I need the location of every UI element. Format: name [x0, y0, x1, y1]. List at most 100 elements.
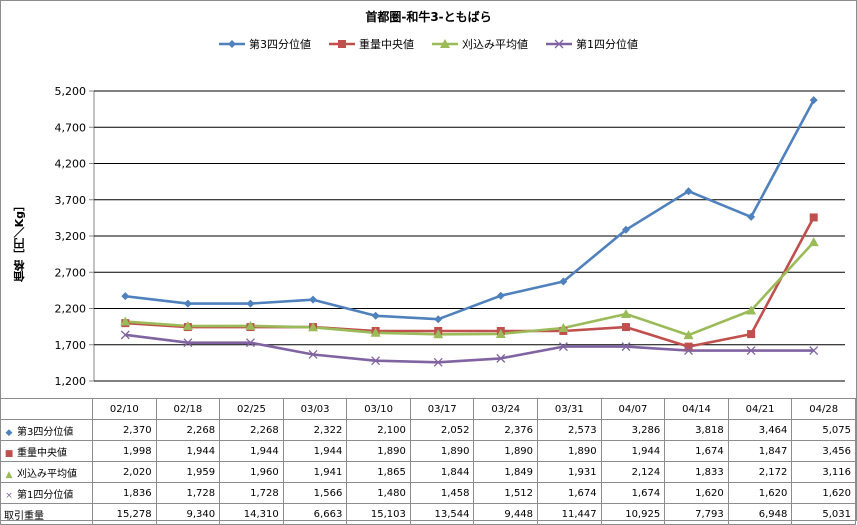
data-cell: 2,268 — [155, 419, 221, 441]
row-label: ■ 重量中央値 — [0, 440, 93, 462]
data-point — [434, 315, 443, 324]
data-cell: 1,849 — [473, 461, 539, 483]
data-cell: 15,278 — [92, 503, 157, 525]
data-cell: 6,948 — [727, 503, 793, 525]
category-label: 02/18 — [155, 398, 221, 420]
y-tick-label: 1,200 — [55, 375, 87, 388]
data-cell: 5,031 — [791, 503, 856, 525]
data-cell: 2,124 — [600, 461, 666, 483]
data-point — [370, 327, 381, 337]
data-cell: 1,944 — [219, 440, 284, 462]
line-chart: 1,200 1,700 2,200 2,700 3,200 3,700 4,200 4,700… — [55, 85, 845, 388]
data-cell: 1,674 — [537, 482, 602, 504]
row-marker-icon: ■ — [4, 448, 14, 459]
series-markers — [120, 96, 819, 367]
data-point — [308, 350, 318, 359]
data-cell: 1,458 — [409, 482, 475, 504]
data-point — [496, 291, 505, 300]
table-row: × 第1四分位値 1,836 1,728 1,728 1,566 1,480 1,458 1,5… — [0, 482, 856, 504]
y-tick-label: 5,200 — [55, 85, 87, 98]
data-cell: 2,052 — [409, 419, 475, 441]
data-point — [121, 292, 130, 301]
data-point — [495, 328, 506, 338]
data-cell: 1,480 — [346, 482, 411, 504]
category-label: 04/28 — [791, 398, 856, 420]
y-tick-label: 3,700 — [55, 194, 87, 207]
data-cell: 7,793 — [664, 503, 729, 525]
data-cell: 1,944 — [600, 440, 666, 462]
data-point — [120, 330, 130, 340]
data-cell: 10,925 — [600, 503, 666, 525]
data-cell: 11,447 — [537, 503, 602, 525]
data-cell: 1,512 — [473, 482, 539, 504]
table-row: ◆ 第3四分位値 2,370 2,268 2,268 2,322 2,100 2,052 2,3… — [0, 419, 856, 441]
data-point — [338, 40, 346, 48]
data-cell: 1,941 — [282, 461, 348, 483]
data-cell: 1,566 — [282, 482, 348, 504]
data-point — [433, 329, 444, 339]
data-point — [809, 346, 819, 356]
data-cell: 15,103 — [346, 503, 411, 525]
table-row: ■ 重量中央値 1,998 1,944 1,944 1,944 1,890 1,890 1,89… — [0, 440, 856, 462]
data-point — [746, 346, 756, 356]
data-point — [245, 320, 256, 330]
data-point — [182, 320, 193, 330]
data-point — [120, 316, 131, 326]
row-label: 取引重量 — [0, 503, 93, 525]
data-cell: 1,890 — [537, 440, 602, 462]
data-cell: 1,674 — [600, 482, 666, 504]
data-point — [684, 342, 693, 351]
legend-label: 刈込み平均値 — [462, 38, 528, 51]
data-point — [371, 356, 381, 366]
row-label: ▲ 刈込み平均値 — [0, 461, 93, 483]
data-cell: 1,844 — [409, 461, 475, 483]
table-row: ▲ 刈込み平均値 2,020 1,959 1,960 1,941 1,865 1,844 1,8… — [0, 461, 856, 483]
y-tick-label: 4,200 — [55, 158, 87, 171]
data-point — [683, 330, 694, 340]
row-marker-icon: ◆ — [5, 427, 13, 438]
series-line — [125, 99, 815, 321]
category-label: 03/03 — [282, 398, 348, 420]
data-cell: 1,674 — [664, 440, 729, 462]
data-point — [747, 212, 756, 221]
data-cell: 2,370 — [92, 419, 157, 441]
data-cell: 1,728 — [219, 482, 284, 504]
table-row: 取引重量 15,278 9,340 14,310 6,663 15,103 13,544 9,… — [0, 503, 856, 525]
y-tick-label: 1,700 — [55, 339, 87, 352]
data-point — [620, 309, 631, 319]
legend-label: 第3四分位値 — [249, 38, 311, 51]
y-tick-label: 2,200 — [55, 303, 87, 316]
gridlines — [89, 90, 845, 382]
data-cell: 1,960 — [219, 461, 284, 483]
category-label: 04/14 — [664, 398, 729, 420]
data-cell: 1,944 — [282, 440, 348, 462]
data-cell: 3,464 — [727, 419, 793, 441]
data-cell: 1,620 — [664, 482, 729, 504]
data-cell: 2,322 — [282, 419, 348, 441]
data-point — [228, 40, 236, 48]
data-cell: 3,456 — [791, 440, 856, 462]
data-cell: 1,836 — [92, 482, 157, 504]
row-label: × 第1四分位値 — [0, 482, 93, 504]
row-label: ◆ 第3四分位値 — [0, 419, 93, 441]
data-point — [684, 346, 694, 356]
data-cell: 1,890 — [409, 440, 475, 462]
legend-item: 第1四分位値 — [546, 36, 638, 52]
data-cell: 2,376 — [473, 419, 539, 441]
category-label: 02/10 — [92, 398, 157, 420]
legend-item: 第3四分位値 — [219, 36, 311, 52]
data-point — [558, 342, 568, 352]
data-point — [183, 338, 193, 348]
data-cell: 3,818 — [664, 419, 729, 441]
data-cell: 1,998 — [92, 440, 157, 462]
legend-item: 重量中央値 — [329, 36, 414, 52]
data-cell: 9,448 — [473, 503, 539, 525]
legend-item: 刈込み平均値 — [432, 36, 528, 52]
chart-title: 首都圏-和牛3-ともばら — [365, 10, 492, 24]
legend-swatch — [546, 39, 572, 49]
data-point — [433, 357, 443, 367]
legend-swatch — [219, 40, 245, 48]
data-point — [747, 330, 756, 339]
legend: 第3四分位値 重量中央値 刈込み平均値 第1四分位値 — [0, 36, 857, 52]
data-point — [371, 311, 380, 320]
